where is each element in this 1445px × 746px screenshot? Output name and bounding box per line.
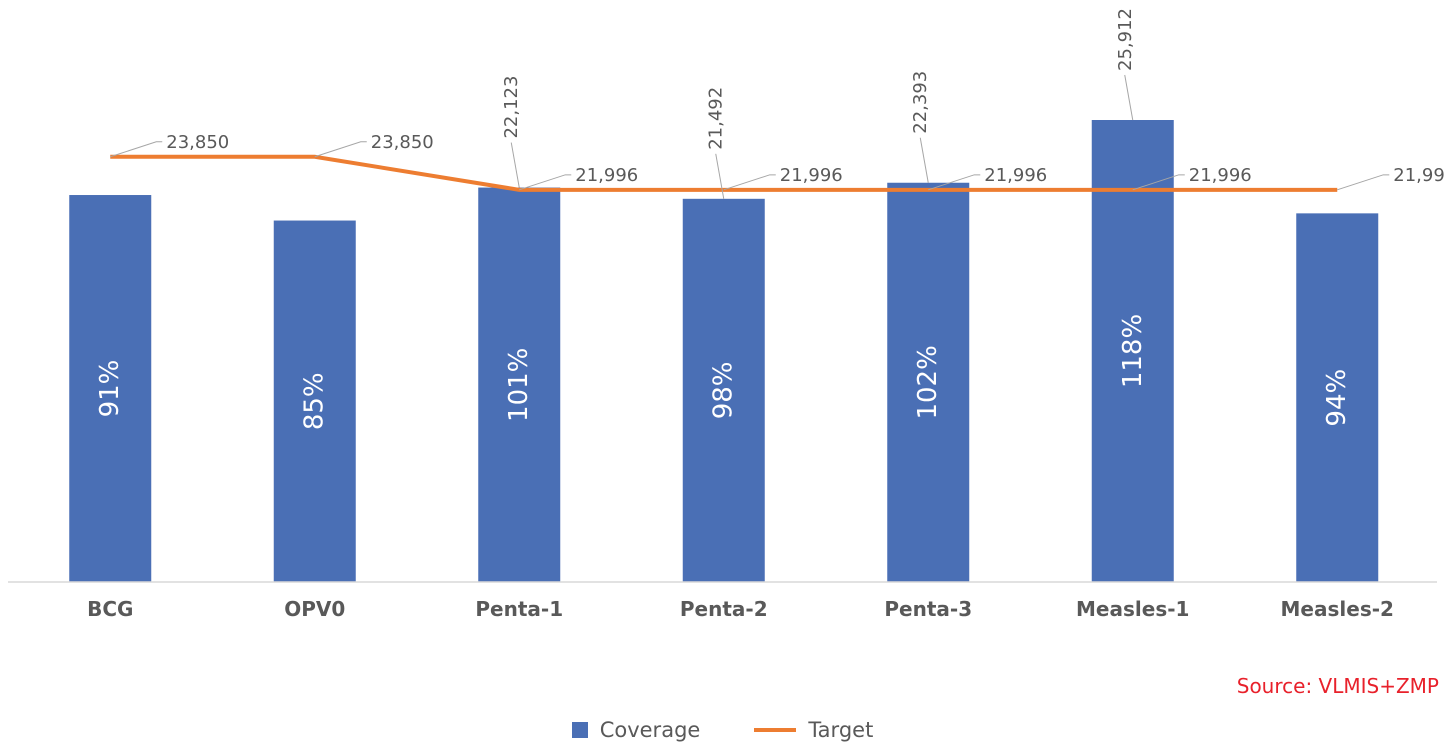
legend-swatch-target <box>754 728 797 732</box>
legend-item-coverage: Coverage <box>571 718 701 742</box>
coverage-value-label: 21,492 <box>706 87 727 150</box>
coverage-value-label: 22,393 <box>910 71 931 134</box>
bar-penta-2 <box>682 198 765 582</box>
target-value-label: 21,996 <box>780 165 843 186</box>
coverage-leader-line <box>715 153 725 199</box>
source-note: Source: VLMIS+ZMP <box>1236 674 1439 698</box>
x-tick-label: Penta-1 <box>475 597 563 621</box>
legend: Coverage Target <box>0 718 1445 742</box>
target-leader-line <box>1337 174 1390 191</box>
target-leader-line <box>314 141 367 158</box>
target-value-label: 21,996 <box>575 165 638 186</box>
bar-percent-label: 94% <box>1322 369 1352 427</box>
x-tick-label: Penta-2 <box>680 597 768 621</box>
target-leader-line <box>928 174 981 191</box>
legend-label-coverage: Coverage <box>599 718 701 742</box>
x-tick-label: BCG <box>87 597 133 621</box>
coverage-leader-line <box>919 137 929 183</box>
bar-bcg <box>69 195 152 582</box>
x-tick-label: Penta-3 <box>884 597 972 621</box>
bar-percent-label: 118% <box>1118 314 1148 388</box>
target-value-label: 21,996 <box>1189 165 1252 186</box>
legend-swatch-coverage <box>571 722 588 738</box>
target-leader-line <box>519 174 572 191</box>
target-line <box>110 154 1338 192</box>
target-value-label: 21,996 <box>1393 165 1445 186</box>
coverage-value-label: 22,123 <box>501 76 522 139</box>
bar-measles-2 <box>1296 213 1379 583</box>
x-tick-label: OPV0 <box>284 597 345 621</box>
legend-label-target: Target <box>808 718 874 742</box>
bar-opv0 <box>273 220 356 582</box>
bar-measles-1 <box>1091 120 1174 582</box>
bar-percent-label: 101% <box>504 348 534 422</box>
target-leader-line <box>1132 174 1185 191</box>
coverage-value-label: 25,912 <box>1115 8 1136 71</box>
bar-percent-label: 98% <box>709 362 739 420</box>
target-leader-line <box>110 141 163 158</box>
x-tick-label: Measles-2 <box>1281 597 1394 621</box>
target-leader-line <box>723 174 776 191</box>
x-tick-label: Measles-1 <box>1076 597 1189 621</box>
bar-percent-label: 85% <box>300 372 330 430</box>
target-value-label: 21,996 <box>984 165 1047 186</box>
bar-percent-label: 102% <box>913 345 943 419</box>
target-value-label: 23,850 <box>166 132 229 153</box>
coverage-leader-line <box>1124 74 1134 121</box>
bar-penta-1 <box>478 187 561 582</box>
target-value-label: 23,850 <box>371 132 434 153</box>
bar-penta-3 <box>887 182 970 582</box>
legend-item-target: Target <box>754 718 873 742</box>
coverage-leader-line <box>510 142 520 188</box>
bar-percent-label: 91% <box>95 360 125 418</box>
